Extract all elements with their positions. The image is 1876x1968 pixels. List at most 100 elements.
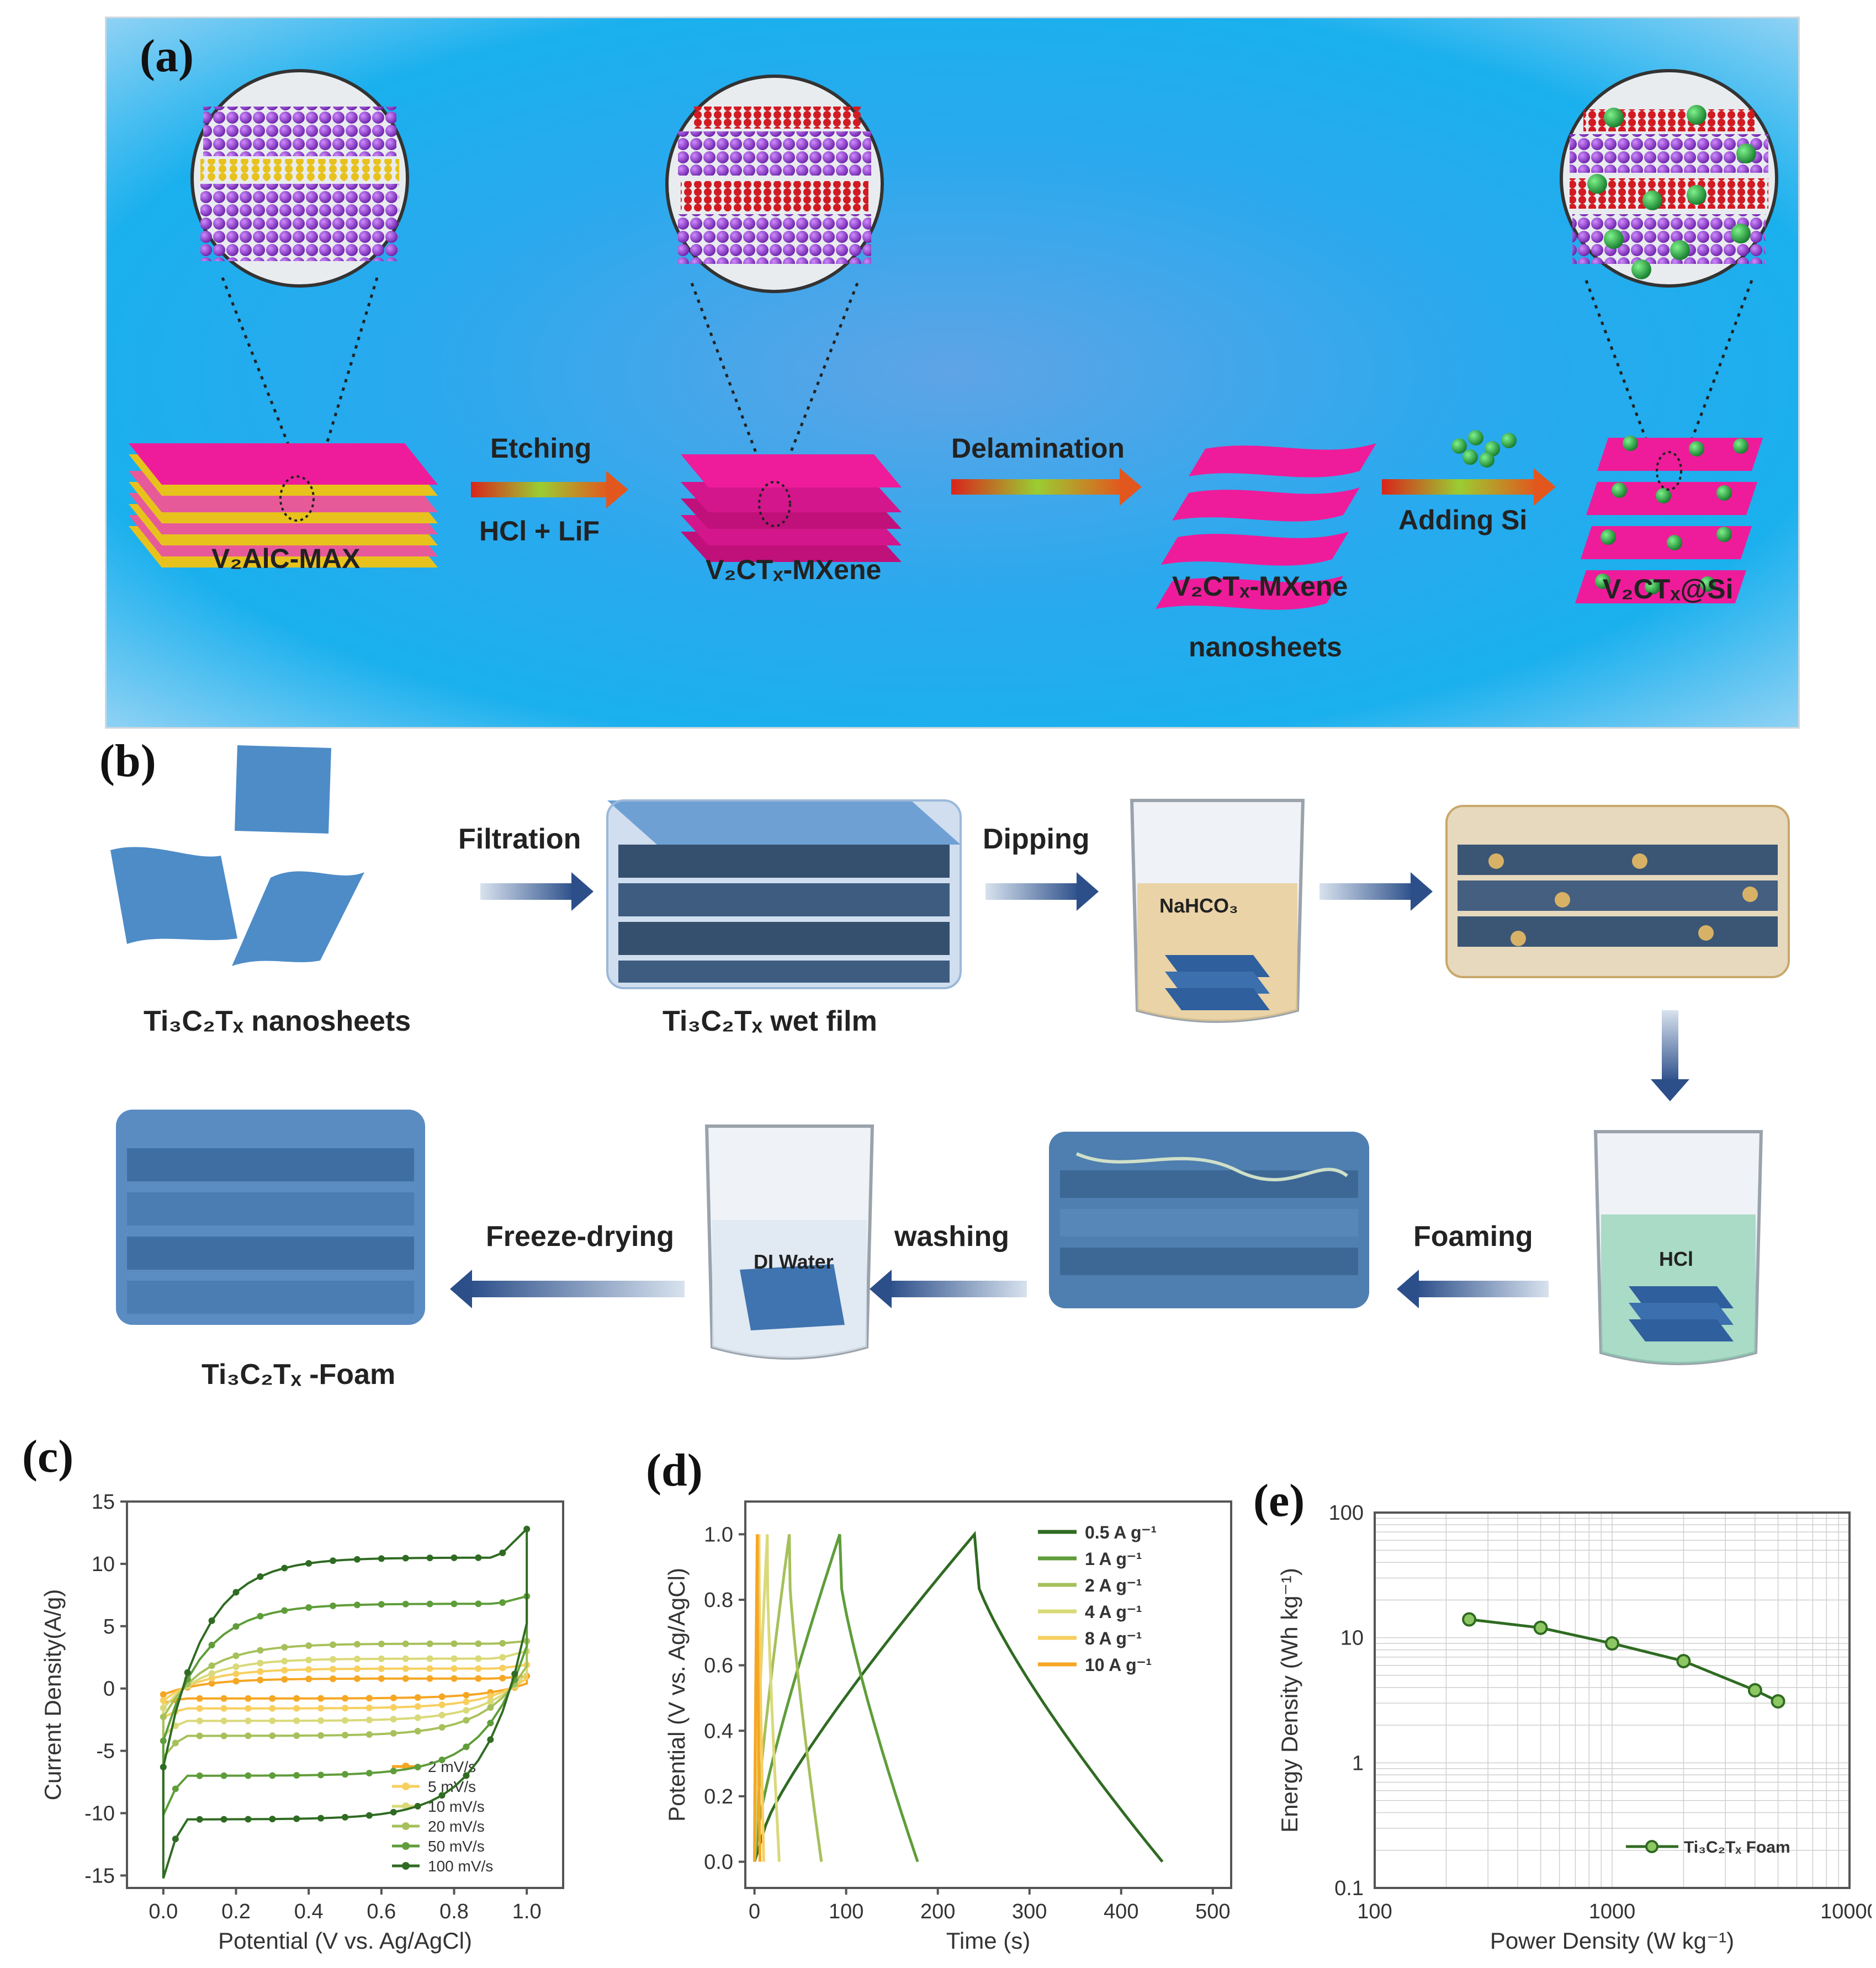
legend-marker bbox=[402, 1862, 410, 1870]
etching-arrow bbox=[471, 471, 628, 508]
foaming-label: Foaming bbox=[1413, 1221, 1533, 1253]
mxene-crystal-zoom bbox=[665, 75, 884, 466]
cv-data-point bbox=[245, 1705, 252, 1712]
legend-label: 10 A g⁻¹ bbox=[1085, 1655, 1152, 1675]
cv-data-point bbox=[160, 1704, 167, 1711]
cv-data-point bbox=[342, 1695, 348, 1702]
gcd-curve-series bbox=[753, 1534, 919, 1863]
cv-data-point bbox=[451, 1600, 458, 1608]
x-tick-label: 300 bbox=[1012, 1900, 1047, 1923]
ti3c2tx-foam-graphic bbox=[116, 1110, 425, 1325]
x-axis-title: Power Density (W kg⁻¹) bbox=[1490, 1928, 1734, 1954]
nanosheets-label-line1: V₂CTₓ-MXene bbox=[1172, 571, 1348, 602]
y-tick-label: 0.8 bbox=[704, 1589, 733, 1612]
cv-data-point bbox=[208, 1662, 215, 1669]
cv-data-point bbox=[426, 1555, 433, 1562]
cv-data-point bbox=[220, 1816, 227, 1823]
cv-data-point bbox=[317, 1732, 325, 1739]
cv-data-point bbox=[390, 1694, 397, 1701]
y-tick-label: 0.2 bbox=[704, 1785, 733, 1808]
etching-label: Etching bbox=[490, 433, 592, 464]
cv-data-point bbox=[196, 1772, 203, 1779]
cv-data-point bbox=[269, 1816, 276, 1823]
cv-data-point bbox=[365, 1770, 373, 1777]
foamed-film bbox=[1049, 1132, 1369, 1308]
max-crystal-zoom bbox=[190, 69, 409, 460]
v2alc-max-label: V₂AlC-MAX bbox=[211, 543, 361, 574]
cv-data-point bbox=[196, 1695, 203, 1702]
cv-curve-series bbox=[162, 1526, 528, 1879]
mxene-nanosheets bbox=[1156, 443, 1376, 610]
delamination-label: Delamination bbox=[951, 433, 1125, 464]
x-tick-label: 0.6 bbox=[367, 1900, 396, 1923]
cv-data-point bbox=[426, 1665, 433, 1672]
cv-data-point bbox=[451, 1675, 458, 1682]
cv-data-point bbox=[172, 1836, 179, 1843]
cv-data-point bbox=[438, 1724, 446, 1731]
cv-data-point bbox=[365, 1695, 373, 1702]
cv-data-point bbox=[330, 1641, 337, 1648]
cv-data-point bbox=[269, 1705, 276, 1712]
foam-label: Ti₃C₂Tₓ -Foam bbox=[202, 1359, 396, 1391]
dipping-label: Dipping bbox=[983, 823, 1090, 855]
cv-data-point bbox=[390, 1716, 397, 1723]
cv-data-point bbox=[330, 1656, 337, 1663]
nahco3-beaker bbox=[1130, 799, 1305, 1023]
cv-data-point bbox=[245, 1717, 252, 1725]
cv-data-point bbox=[499, 1640, 506, 1647]
composite-crystal-zoom bbox=[1560, 69, 1778, 471]
y-tick-label: 10 bbox=[1340, 1627, 1364, 1650]
cv-data-point bbox=[353, 1665, 361, 1673]
cv-data-point bbox=[451, 1665, 458, 1672]
cv-data-point bbox=[402, 1600, 409, 1608]
cv-data-point bbox=[257, 1573, 264, 1580]
cv-data-point bbox=[390, 1808, 397, 1816]
cv-data-point bbox=[220, 1732, 227, 1739]
cv-data-point bbox=[499, 1674, 506, 1681]
wet-film-label: Ti₃C₂Tₓ wet film bbox=[663, 1005, 877, 1037]
y-tick-label: 10 bbox=[92, 1553, 115, 1576]
cv-data-point bbox=[330, 1675, 337, 1683]
cv-data-point bbox=[330, 1557, 337, 1564]
cv-data-point bbox=[342, 1732, 348, 1739]
legend-marker bbox=[402, 1783, 410, 1790]
cv-data-point bbox=[317, 1771, 325, 1779]
cv-data-point bbox=[414, 1763, 421, 1770]
cv-data-point bbox=[365, 1731, 373, 1738]
cv-data-point bbox=[232, 1678, 240, 1685]
x-axis-title: Potential (V vs. Ag/AgCl) bbox=[218, 1928, 472, 1954]
cv-data-point bbox=[475, 1600, 482, 1608]
cv-data-point bbox=[378, 1655, 385, 1662]
cv-data-point bbox=[463, 1717, 470, 1724]
panel-d-letter: (d) bbox=[646, 1445, 703, 1496]
etching-reagent-label: HCl + LiF bbox=[479, 516, 600, 547]
y-tick-label: 15 bbox=[92, 1490, 115, 1514]
cv-data-point bbox=[160, 1737, 167, 1744]
cv-data-point bbox=[402, 1665, 409, 1672]
adding-si-label: Adding Si bbox=[1398, 505, 1528, 535]
cv-curve-series bbox=[162, 1649, 528, 1738]
x-tick-label: 500 bbox=[1195, 1900, 1230, 1923]
max-stack bbox=[129, 443, 438, 567]
cv-data-point bbox=[451, 1655, 458, 1662]
gcd-curve-series bbox=[753, 1534, 762, 1862]
filtration-arrow bbox=[480, 872, 593, 911]
cv-data-point bbox=[365, 1704, 373, 1711]
y-tick-label: 1.0 bbox=[704, 1523, 733, 1546]
plot-frame bbox=[744, 1500, 1232, 1889]
ragone-data-point bbox=[1533, 1620, 1548, 1635]
hcl-label: HCl bbox=[1659, 1248, 1693, 1270]
plot-frame bbox=[126, 1500, 564, 1889]
chart-e-ragone-plot: 100 1000 10000 100 10 1 0.1 Power Density (W kg… bbox=[1276, 1502, 1872, 1954]
cv-data-point bbox=[426, 1600, 433, 1608]
cv-data-point bbox=[257, 1647, 264, 1654]
cv-data-point bbox=[232, 1663, 240, 1670]
cv-data-point bbox=[353, 1656, 361, 1663]
y-axis-title: Potential (V vs. Ag/AgCl) bbox=[664, 1568, 690, 1822]
cv-data-point bbox=[499, 1550, 506, 1557]
filtration-label: Filtration bbox=[458, 823, 581, 855]
cv-data-point bbox=[438, 1693, 446, 1700]
cv-data-point bbox=[220, 1705, 227, 1712]
cv-data-point bbox=[463, 1743, 470, 1750]
cv-data-point bbox=[293, 1717, 300, 1725]
